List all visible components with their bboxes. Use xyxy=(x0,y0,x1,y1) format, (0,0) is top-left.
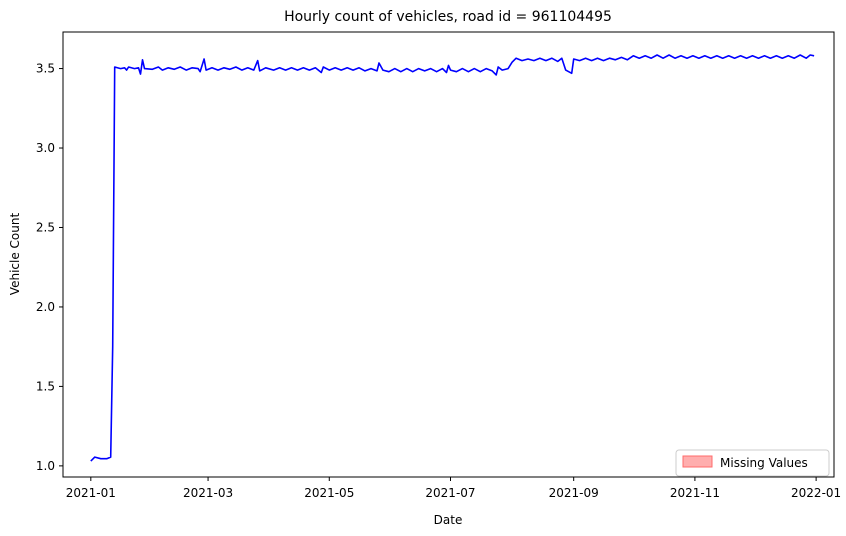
x-tick-label: 2021-11 xyxy=(670,486,720,500)
legend: Missing Values xyxy=(675,449,830,477)
legend-swatch-missing-values xyxy=(682,455,713,468)
legend-label-missing-values: Missing Values xyxy=(720,456,808,470)
y-axis: 1.0 1.5 2.0 2.5 3.0 3.5 xyxy=(36,62,63,473)
x-axis-title: Date xyxy=(434,513,463,527)
x-tick-label: 2021-09 xyxy=(549,486,599,500)
y-tick-label: 3.0 xyxy=(36,141,55,155)
plot-area xyxy=(62,31,835,478)
y-tick-label: 2.0 xyxy=(36,300,55,314)
plot-background xyxy=(63,32,834,477)
chart-title: Hourly count of vehicles, road id = 9611… xyxy=(284,9,612,25)
x-tick-label: 2021-01 xyxy=(66,486,116,500)
legend-box xyxy=(675,449,830,477)
y-tick-label: 1.5 xyxy=(36,379,55,393)
x-axis: 2021-01 2021-03 2021-05 2021-07 2021-09 2021-… xyxy=(66,477,841,500)
y-tick-label: 1.0 xyxy=(36,459,55,473)
x-tick-label: 2021-03 xyxy=(183,486,233,500)
x-tick-label: 2022-01 xyxy=(791,486,841,500)
x-tick-label: 2021-05 xyxy=(304,486,354,500)
y-tick-label: 2.5 xyxy=(36,220,55,234)
y-tick-label: 3.5 xyxy=(36,62,55,76)
y-axis-title: Vehicle Count xyxy=(8,213,22,296)
plot-frame xyxy=(62,31,835,478)
series-line xyxy=(90,54,815,462)
x-tick-label: 2021-07 xyxy=(425,486,475,500)
